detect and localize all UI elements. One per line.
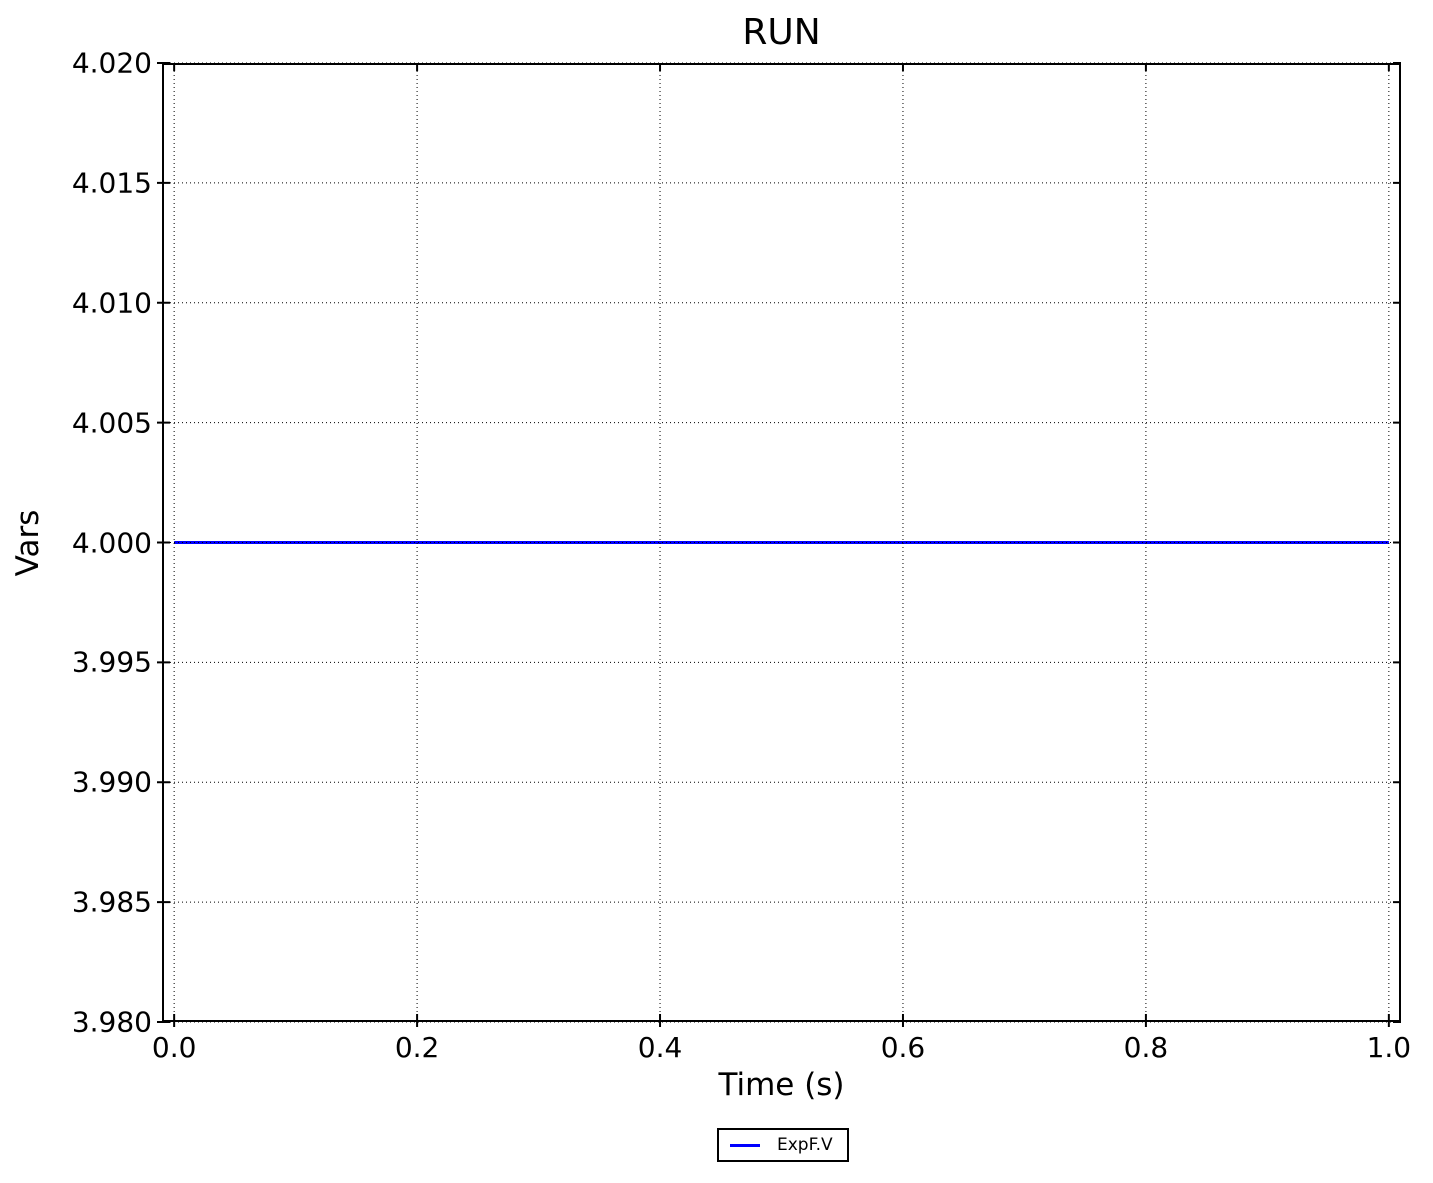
y-tick-label: 3.990 xyxy=(71,765,152,799)
y-tick-label: 4.015 xyxy=(71,166,152,200)
x-axis-label: Time (s) xyxy=(718,1067,845,1103)
x-tick-label: 0.6 xyxy=(880,1031,926,1064)
y-tick-label: 4.020 xyxy=(71,46,152,80)
x-tick-label: 1.0 xyxy=(1366,1031,1412,1064)
x-axis-tick-labels: 0.0 0.2 0.4 0.6 0.8 1.0 xyxy=(152,1031,1411,1071)
legend-line-sample xyxy=(730,1143,760,1147)
x-tick-label: 0.8 xyxy=(1123,1031,1169,1064)
x-tick-label: 0.0 xyxy=(151,1031,197,1064)
y-tick-label: 3.995 xyxy=(71,645,152,679)
y-tick-label: 4.005 xyxy=(71,406,152,440)
y-axis-tick-labels: 3.980 3.985 3.990 3.995 4.000 4.005 4.010 4.015… xyxy=(0,47,152,1039)
y-tick-label: 3.980 xyxy=(71,1005,152,1039)
x-tick-label: 0.4 xyxy=(637,1031,683,1064)
axes-frame xyxy=(162,63,1401,1022)
y-tick-label: 4.010 xyxy=(71,286,152,320)
legend-entry-label: ExpF.V xyxy=(777,1135,833,1155)
chart-title: RUN xyxy=(742,12,821,53)
legend: ExpF.V xyxy=(717,1128,849,1162)
y-tick-label: 3.985 xyxy=(71,885,152,919)
plot-canvas xyxy=(157,62,1401,1027)
x-tick-label: 0.2 xyxy=(394,1031,440,1064)
y-tick-label: 4.000 xyxy=(71,526,152,559)
plot-area xyxy=(157,62,1401,1027)
